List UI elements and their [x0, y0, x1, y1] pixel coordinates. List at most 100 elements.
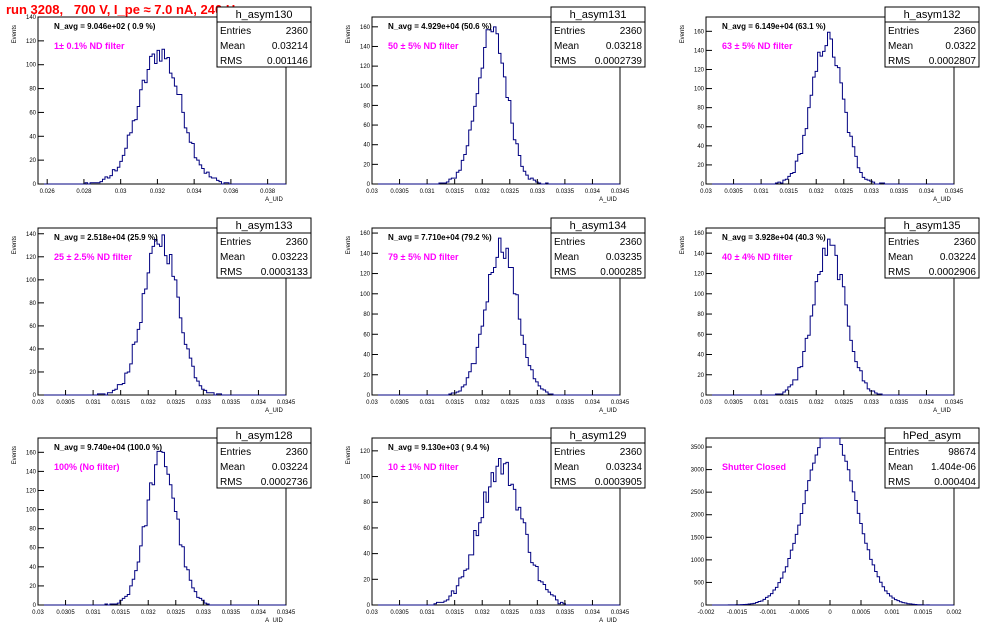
- x-tick-label: 0.0335: [222, 400, 241, 406]
- y-tick-label: 60: [29, 324, 36, 330]
- histogram-series: [372, 458, 620, 606]
- x-tick-label: 0.0315: [445, 400, 464, 406]
- stat-label: Entries: [220, 447, 251, 458]
- y-tick-label: 100: [360, 84, 371, 90]
- x-tick-label: 0.0335: [556, 189, 575, 195]
- y-tick-label: 0: [367, 182, 371, 188]
- y-tick-label: 0: [33, 182, 37, 188]
- stat-value: 0.03235: [606, 252, 643, 263]
- x-tick-label: 0.026: [40, 189, 56, 195]
- histogram-panel-h_asym128: 0.03 0.0305 0.031 0.0315 0.032 0.0325 0.033 0.0…: [12, 427, 312, 622]
- y-tick-label: 80: [363, 103, 370, 109]
- x-tick-label: 0.031: [420, 189, 436, 195]
- y-tick-label: 60: [697, 332, 704, 338]
- x-tick-label: 0: [828, 610, 832, 616]
- x-axis-label: A_UID: [265, 197, 283, 203]
- navg-label: N_avg = 6.149e+04 (63.1 %): [722, 22, 826, 31]
- y-tick-label: 40: [29, 347, 36, 353]
- x-tick-label: 0.0305: [56, 610, 75, 616]
- stat-value: 0.0002807: [929, 56, 977, 67]
- y-tick-label: 3000: [691, 468, 705, 474]
- filter-annotation: Shutter Closed: [722, 462, 786, 472]
- x-axis-label: A_UID: [265, 408, 283, 414]
- x-tick-label: 0.034: [251, 610, 267, 616]
- x-tick-label: 0.031: [420, 610, 436, 616]
- histogram-name: h_asym131: [570, 9, 627, 21]
- stat-label: Mean: [888, 41, 913, 52]
- x-tick-label: 0.0345: [611, 610, 630, 616]
- x-tick-label: 0.0325: [167, 610, 186, 616]
- stat-value: 0.0002739: [595, 56, 643, 67]
- stat-label: RMS: [554, 477, 577, 488]
- stat-value: 0.03218: [606, 41, 643, 52]
- y-axis-label: Events: [346, 236, 352, 254]
- stat-label: Entries: [888, 26, 919, 37]
- x-tick-label: 0.0335: [222, 610, 241, 616]
- y-tick-label: 80: [29, 301, 36, 307]
- y-tick-label: 2500: [691, 490, 705, 496]
- x-tick-label: 0.0335: [890, 189, 909, 195]
- y-tick-label: 20: [29, 370, 36, 376]
- stat-label: Mean: [888, 252, 913, 263]
- x-tick-label: 0.028: [76, 189, 92, 195]
- plot-frame: [37, 227, 287, 396]
- stat-label: RMS: [888, 56, 911, 67]
- x-axis-label: A_UID: [265, 618, 283, 622]
- stat-value: 1.404e-06: [931, 462, 976, 473]
- x-tick-label: 0.034: [919, 189, 935, 195]
- x-tick-label: 0.0005: [852, 610, 871, 616]
- y-tick-label: 120: [360, 64, 371, 70]
- y-tick-label: 100: [694, 292, 705, 298]
- y-tick-label: 1500: [691, 535, 705, 541]
- x-tick-label: 0.033: [864, 189, 880, 195]
- filter-annotation: 25 ± 2.5% ND filter: [54, 252, 132, 262]
- y-tick-label: 140: [360, 44, 371, 50]
- stat-label: Mean: [220, 252, 245, 263]
- x-tick-label: 0.0345: [945, 189, 964, 195]
- stats-box: [550, 442, 646, 489]
- x-tick-label: 0.031: [86, 610, 102, 616]
- stat-label: RMS: [888, 477, 911, 488]
- stat-value: 2360: [286, 447, 309, 458]
- plot-frame: [371, 437, 621, 606]
- y-tick-label: 120: [26, 39, 37, 45]
- histogram-series: [706, 437, 954, 606]
- histogram-panel-h_asym135: 0.03 0.0305 0.031 0.0315 0.032 0.0325 0.033 0.0…: [680, 217, 980, 414]
- filter-annotation: 50 ± 5% ND filter: [388, 41, 459, 51]
- stat-label: Entries: [220, 26, 251, 37]
- x-tick-label: 0.0325: [501, 400, 520, 406]
- x-tick-label: -0.001: [759, 610, 777, 616]
- x-tick-label: 0.03: [700, 189, 712, 195]
- x-tick-label: 0.0305: [390, 610, 409, 616]
- x-tick-label: 0.038: [260, 189, 276, 195]
- x-tick-label: 0.0335: [890, 400, 909, 406]
- x-axis-label: A_UID: [933, 408, 951, 414]
- x-tick-label: 0.03: [32, 610, 44, 616]
- y-tick-label: 140: [694, 251, 705, 257]
- x-tick-label: 0.032: [809, 189, 825, 195]
- stat-label: Entries: [554, 237, 585, 248]
- stat-value: 0.000404: [934, 477, 976, 488]
- y-tick-label: 20: [29, 584, 36, 590]
- histogram-series: [706, 238, 954, 396]
- stats-box: [216, 232, 312, 279]
- filter-annotation: 100% (No filter): [54, 462, 120, 472]
- x-tick-label: 0.032: [141, 610, 157, 616]
- x-tick-label: 0.0305: [390, 189, 409, 195]
- stat-label: Entries: [554, 447, 585, 458]
- stat-value: 0.03214: [272, 41, 309, 52]
- x-tick-label: 0.031: [754, 400, 770, 406]
- x-tick-label: 0.033: [530, 400, 546, 406]
- stat-label: Entries: [220, 237, 251, 248]
- y-tick-label: 20: [29, 158, 36, 164]
- stat-value: 0.03223: [272, 252, 309, 263]
- stat-label: Mean: [220, 462, 245, 473]
- y-tick-label: 140: [360, 251, 371, 257]
- filter-annotation: 40 ± 4% ND filter: [722, 252, 793, 262]
- stats-box: [884, 442, 980, 489]
- x-tick-label: 0.03: [366, 400, 378, 406]
- stat-label: RMS: [220, 267, 243, 278]
- y-tick-label: 3500: [691, 445, 705, 451]
- x-tick-label: 0.0325: [167, 400, 186, 406]
- y-tick-label: 0: [367, 603, 371, 609]
